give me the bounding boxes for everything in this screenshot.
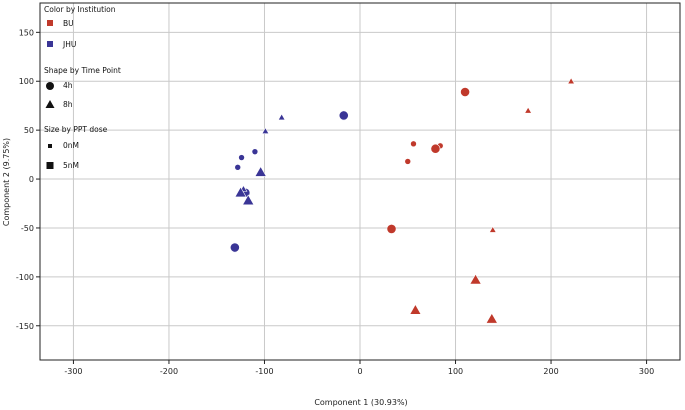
y-tick-label: 100 bbox=[19, 77, 34, 86]
point-jhu-8h-0nm-triangle bbox=[261, 127, 270, 134]
x-tick-label: 0 bbox=[357, 367, 362, 376]
plot-frame bbox=[39, 2, 681, 361]
point-jhu-4h-0nm-circle bbox=[251, 148, 259, 155]
legend-shape-title: Shape by Time Point bbox=[44, 66, 121, 75]
legend-5nm-label: 5nM bbox=[63, 161, 79, 170]
point-bu-8h-5nm-triangle bbox=[469, 273, 482, 285]
point-jhu-8h-0nm-triangle bbox=[277, 113, 286, 121]
legend: Color by Institution BU JHU Shape by Tim… bbox=[44, 5, 121, 170]
point-bu-8h-0nm-triangle bbox=[567, 77, 576, 85]
point-jhu-4h-5nm-circle bbox=[229, 242, 240, 253]
y-tick-label: 150 bbox=[19, 28, 34, 37]
point-bu-4h-5nm-circle bbox=[460, 87, 470, 97]
grid-lines bbox=[40, 3, 680, 360]
legend-bu-label: BU bbox=[63, 19, 74, 28]
point-bu-8h-5nm-triangle bbox=[485, 312, 498, 324]
point-bu-4h-5nm-circle bbox=[386, 224, 397, 234]
legend-8h-triangle-icon bbox=[45, 100, 55, 108]
legend-jhu-label: JHU bbox=[62, 40, 76, 49]
legend-4h-circle-icon bbox=[46, 82, 54, 90]
point-bu-4h-0nm-circle bbox=[410, 140, 417, 148]
point-bu-4h-5nm-circle bbox=[430, 143, 441, 154]
point-jhu-4h-0nm-circle bbox=[234, 164, 242, 171]
y-tick-label: -50 bbox=[21, 224, 34, 233]
legend-jhu-swatch bbox=[47, 41, 53, 47]
y-tick-label: 50 bbox=[24, 126, 34, 135]
legend-0nm-square-icon bbox=[48, 144, 52, 148]
x-tick-label: 300 bbox=[639, 367, 654, 376]
y-axis-label: Component 2 (9.75%) bbox=[2, 138, 11, 226]
data-points bbox=[229, 77, 576, 324]
point-jhu-4h-0nm-circle bbox=[238, 154, 245, 161]
point-bu-8h-5nm-triangle bbox=[409, 303, 422, 315]
legend-size-title: Size by PPT dose bbox=[44, 125, 108, 134]
x-tick-label: 100 bbox=[448, 367, 463, 376]
x-axis-label: Component 1 (30.93%) bbox=[314, 398, 407, 407]
y-tick-label: 0 bbox=[29, 175, 34, 184]
point-bu-4h-0nm-circle bbox=[404, 158, 412, 165]
point-jhu-8h-5nm-triangle bbox=[254, 166, 267, 177]
legend-4h-label: 4h bbox=[63, 81, 73, 90]
legend-5nm-square-icon bbox=[46, 162, 54, 169]
x-tick-label: -200 bbox=[160, 367, 178, 376]
y-tick-label: -150 bbox=[16, 322, 34, 331]
x-tick-label: -100 bbox=[255, 367, 273, 376]
point-jhu-8h-5nm-triangle bbox=[242, 194, 255, 206]
x-tick-label: 200 bbox=[543, 367, 558, 376]
point-jhu-8h-5nm-triangle bbox=[234, 186, 247, 198]
point-bu-8h-0nm-triangle bbox=[524, 106, 533, 114]
legend-0nm-label: 0nM bbox=[63, 141, 79, 150]
legend-8h-label: 8h bbox=[63, 100, 73, 109]
legend-bu-swatch bbox=[47, 20, 53, 26]
axis-ticks: -300 -200 -100 0 100 200 300 150 100 50 0 -50 -100 -1… bbox=[16, 28, 654, 376]
x-tick-label: -300 bbox=[64, 367, 82, 376]
legend-color-title: Color by Institution bbox=[44, 5, 116, 14]
point-jhu-4h-5nm-circle bbox=[338, 110, 349, 121]
point-bu-8h-0nm-triangle bbox=[488, 225, 497, 233]
y-tick-label: -100 bbox=[16, 273, 34, 282]
